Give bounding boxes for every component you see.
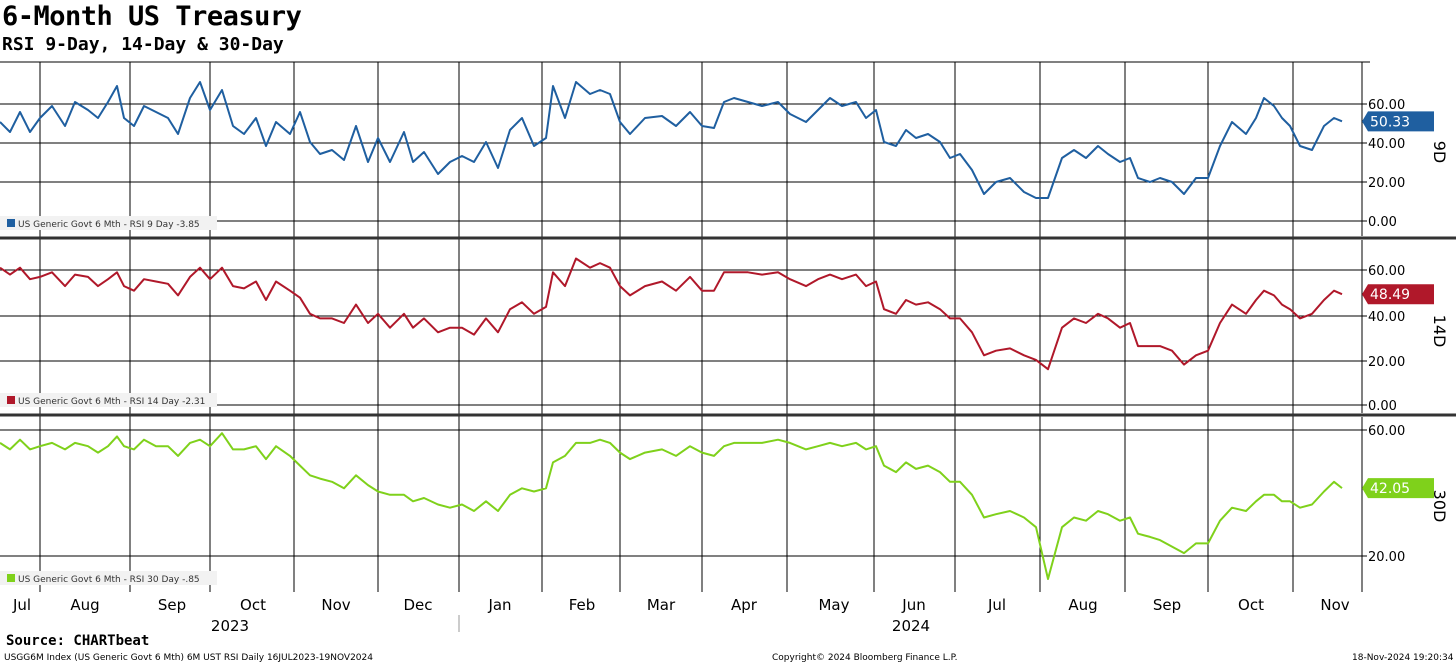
x-tick-label: Nov bbox=[1320, 596, 1349, 614]
series-line-9D bbox=[0, 81, 1343, 199]
y-tick-label: 40.00 bbox=[1368, 310, 1405, 325]
y-tick-label: 20.00 bbox=[1368, 355, 1405, 370]
y-axis-label: 30D bbox=[1430, 490, 1449, 523]
footer-copyright: Copyright© 2024 Bloomberg Finance L.P. bbox=[772, 653, 958, 663]
y-tick-label: 20.00 bbox=[1368, 550, 1405, 565]
chart-subtitle: RSI 9-Day, 14-Day & 30-Day bbox=[2, 34, 284, 55]
x-tick-label: Jul bbox=[12, 596, 31, 614]
y-tick-label: 40.00 bbox=[1368, 137, 1405, 152]
y-tick-label: 60.00 bbox=[1368, 424, 1405, 439]
last-value-label: 48.49 bbox=[1370, 287, 1410, 303]
x-year-label: 2024 bbox=[892, 617, 930, 635]
x-year-label: 2023 bbox=[211, 617, 249, 635]
last-value-label: 50.33 bbox=[1370, 114, 1410, 130]
y-axis-label: 9D bbox=[1430, 141, 1449, 164]
legend-swatch bbox=[7, 396, 15, 404]
y-tick-label: 0.00 bbox=[1368, 215, 1397, 230]
y-tick-label: 60.00 bbox=[1368, 98, 1405, 113]
x-tick-label: Dec bbox=[403, 596, 432, 614]
x-tick-label: Sep bbox=[158, 596, 186, 614]
x-tick-label: Jul bbox=[987, 596, 1006, 614]
x-tick-label: Aug bbox=[1068, 596, 1097, 614]
x-tick-label: Mar bbox=[647, 596, 676, 614]
legend-swatch bbox=[7, 574, 15, 582]
x-tick-label: May bbox=[818, 596, 849, 614]
x-tick-label: Apr bbox=[731, 596, 758, 614]
footer-timestamp: 18-Nov-2024 19:20:34 bbox=[1352, 653, 1454, 663]
legend-background bbox=[0, 216, 217, 230]
legend-label: US Generic Govt 6 Mth - RSI 30 Day -.85 bbox=[18, 575, 200, 585]
legend-swatch bbox=[7, 219, 15, 227]
series-line-30D bbox=[0, 432, 1343, 580]
last-value-label: 42.05 bbox=[1370, 481, 1410, 497]
legend-label: US Generic Govt 6 Mth - RSI 14 Day -2.31 bbox=[18, 397, 205, 407]
x-tick-label: Oct bbox=[240, 596, 266, 614]
series-line-14D bbox=[0, 257, 1343, 371]
footer-index-info: USGG6M Index (US Generic Govt 6 Mth) 6M … bbox=[4, 653, 373, 663]
legend-background bbox=[0, 571, 217, 585]
x-tick-label: Feb bbox=[569, 596, 596, 614]
legend-background bbox=[0, 393, 217, 407]
chart-title: 6-Month US Treasury bbox=[2, 1, 302, 32]
x-tick-label: Sep bbox=[1153, 596, 1181, 614]
y-tick-label: 0.00 bbox=[1368, 399, 1397, 414]
x-tick-label: Jan bbox=[487, 596, 511, 614]
x-tick-label: Jun bbox=[901, 596, 925, 614]
y-tick-label: 20.00 bbox=[1368, 176, 1405, 191]
y-tick-label: 60.00 bbox=[1368, 264, 1405, 279]
legend-label: US Generic Govt 6 Mth - RSI 9 Day -3.85 bbox=[18, 220, 200, 230]
x-tick-label: Nov bbox=[321, 596, 350, 614]
last-value-tag bbox=[1362, 284, 1434, 305]
y-axis-label: 14D bbox=[1430, 315, 1449, 348]
last-value-tag bbox=[1362, 111, 1434, 132]
x-tick-label: Aug bbox=[70, 596, 99, 614]
source-note: Source: CHARTbeat bbox=[6, 633, 150, 649]
x-tick-label: Oct bbox=[1238, 596, 1264, 614]
last-value-tag bbox=[1362, 478, 1434, 499]
